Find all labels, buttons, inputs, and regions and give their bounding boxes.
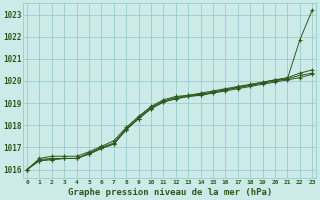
X-axis label: Graphe pression niveau de la mer (hPa): Graphe pression niveau de la mer (hPa) bbox=[68, 188, 272, 197]
